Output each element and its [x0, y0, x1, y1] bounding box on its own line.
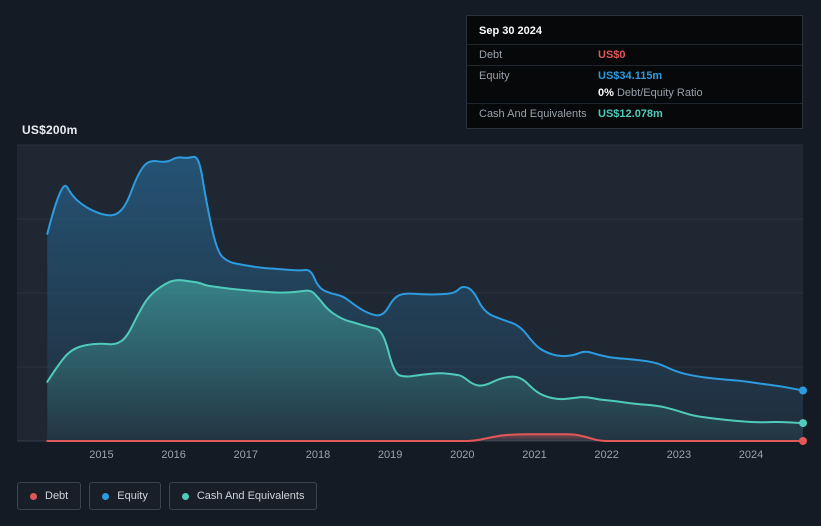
tooltip-cash-label: Cash And Equivalents	[479, 108, 587, 120]
tooltip-equity-value: US$34.115m	[598, 70, 663, 82]
legend-label-equity: Equity	[117, 490, 148, 502]
legend-label-cash: Cash And Equivalents	[196, 490, 305, 502]
tooltip-ratio: 0% Debt/Equity Ratio	[598, 87, 790, 99]
equity-legend-dot-icon	[102, 492, 110, 500]
x-tick-2016: 2016	[161, 449, 186, 461]
x-tick-2021: 2021	[522, 449, 547, 461]
tooltip-debt-value: US$0	[598, 49, 626, 61]
legend-item-debt[interactable]: Debt	[17, 482, 82, 510]
debt-line	[46, 433, 804, 442]
tooltip-row-equity: Equity US$34.115m	[467, 66, 802, 86]
tooltip-debt-label: Debt	[479, 49, 503, 61]
x-tick-2024: 2024	[738, 449, 764, 461]
x-axis: 2015 2016 2017 2018 2019 2020 2021 2022 2023 2024	[0, 449, 821, 465]
legend-label-debt: Debt	[45, 490, 69, 502]
cash-line	[46, 279, 804, 425]
legend: Debt Equity Cash And Equivalents	[17, 482, 318, 510]
legend-item-equity[interactable]: Equity	[89, 482, 161, 510]
tooltip-ratio-label: Debt/Equity Ratio	[616, 87, 703, 99]
cash-end-dot	[799, 419, 807, 428]
plot-area[interactable]	[17, 144, 807, 445]
tooltip-cash-value: US$12.078m	[598, 108, 663, 120]
tooltip-equity-label: Equity	[479, 70, 510, 82]
debt-legend-dot-icon	[30, 492, 37, 500]
debt-end-dot	[799, 437, 807, 445]
x-tick-2020: 2020	[450, 449, 475, 461]
equity-end-dot	[799, 386, 807, 395]
cash-area	[47, 280, 804, 441]
tooltip-row-cash: Cash And Equivalents US$12.078m	[467, 104, 802, 128]
x-tick-2023: 2023	[666, 449, 692, 461]
x-tick-2022: 2022	[594, 449, 619, 461]
x-tick-2015: 2015	[89, 449, 114, 461]
equity-line	[46, 155, 804, 392]
x-tick-2018: 2018	[305, 449, 331, 461]
chart-tooltip: Sep 30 2024 Debt US$0 Equity US$34.115m …	[466, 15, 803, 129]
tooltip-row-debt: Debt US$0	[467, 45, 802, 66]
x-tick-2017: 2017	[233, 449, 259, 461]
cash-legend-dot-icon	[181, 492, 189, 500]
tooltip-ratio-value: 0%	[598, 87, 614, 99]
legend-item-cash[interactable]: Cash And Equivalents	[168, 482, 318, 510]
tooltip-date: Sep 30 2024	[467, 16, 802, 45]
x-tick-2019: 2019	[377, 449, 403, 461]
y-axis-label-max: US$200m	[22, 123, 78, 137]
tooltip-row-ratio: 0% Debt/Equity Ratio	[467, 86, 802, 104]
chart-svg	[17, 144, 807, 445]
